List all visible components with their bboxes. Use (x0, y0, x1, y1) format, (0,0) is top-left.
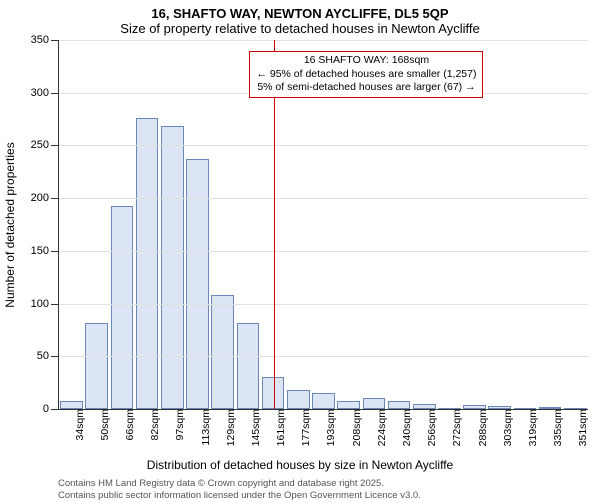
bar-slot: 34sqm (59, 40, 84, 409)
bar-slot: 97sqm (160, 40, 185, 409)
x-tick-label: 97sqm (168, 409, 186, 441)
bar-slot: 335sqm (538, 40, 563, 409)
bar-slot: 319sqm (512, 40, 537, 409)
y-tick-label: 100 (31, 298, 59, 310)
histogram-bar (211, 295, 234, 409)
x-tick-label: 145sqm (244, 409, 262, 446)
x-tick-label: 129sqm (219, 409, 237, 446)
chart-subtitle: Size of property relative to detached ho… (0, 21, 600, 40)
histogram-bar (388, 401, 411, 409)
y-axis-label: Number of detached properties (3, 142, 17, 307)
x-tick-label: 272sqm (445, 409, 463, 446)
y-tick-label: 200 (31, 192, 59, 204)
y-tick-label: 250 (31, 139, 59, 151)
y-tick-label: 300 (31, 87, 59, 99)
histogram-bar (85, 323, 108, 409)
bar-slot: 66sqm (109, 40, 134, 409)
annotation-line-2: ← 95% of detached houses are smaller (1,… (256, 68, 476, 82)
x-tick-label: 113sqm (194, 409, 212, 446)
x-tick-label: 288sqm (471, 409, 489, 446)
annotation-line-1: 16 SHAFTO WAY: 168sqm (256, 54, 476, 68)
x-tick-label: 240sqm (395, 409, 413, 446)
y-tick-label: 50 (37, 350, 59, 362)
x-tick-label: 177sqm (294, 409, 312, 446)
x-tick-label: 34sqm (68, 409, 86, 441)
histogram-bar (337, 401, 360, 409)
chart-container: 16, SHAFTO WAY, NEWTON AYCLIFFE, DL5 5QP… (0, 0, 600, 500)
plot-area: Number of detached properties 34sqm50sqm… (58, 40, 588, 410)
annotation-line-3: 5% of semi-detached houses are larger (6… (256, 81, 476, 95)
y-tick-label: 350 (31, 34, 59, 46)
histogram-bar (136, 118, 159, 409)
x-tick-label: 193sqm (319, 409, 337, 446)
y-tick-label: 0 (43, 403, 59, 415)
x-tick-label: 335sqm (546, 409, 564, 446)
x-tick-label: 319sqm (521, 409, 539, 446)
histogram-bar (287, 390, 310, 409)
footer-line-1: Contains HM Land Registry data © Crown c… (58, 478, 600, 490)
histogram-bar (363, 398, 386, 409)
bar-slot: 82sqm (135, 40, 160, 409)
x-tick-label: 351sqm (571, 409, 589, 446)
bar-slot: 50sqm (84, 40, 109, 409)
footer-line-2: Contains public sector information licen… (58, 490, 600, 502)
x-axis-label: Distribution of detached houses by size … (0, 458, 600, 472)
marker-annotation: 16 SHAFTO WAY: 168sqm← 95% of detached h… (249, 51, 483, 98)
bar-slot: 303sqm (487, 40, 512, 409)
histogram-bar (186, 159, 209, 409)
grid-line (59, 40, 588, 41)
grid-line (59, 356, 588, 357)
grid-line (59, 145, 588, 146)
histogram-bar (237, 323, 260, 409)
x-tick-label: 224sqm (370, 409, 388, 446)
x-tick-label: 50sqm (93, 409, 111, 441)
histogram-bar (111, 206, 134, 409)
y-tick-label: 150 (31, 245, 59, 257)
x-tick-label: 161sqm (269, 409, 287, 446)
bar-slot: 351sqm (563, 40, 588, 409)
bar-slot: 113sqm (185, 40, 210, 409)
x-tick-label: 208sqm (345, 409, 363, 446)
plot: 34sqm50sqm66sqm82sqm97sqm113sqm129sqm145… (58, 40, 588, 410)
x-tick-label: 256sqm (420, 409, 438, 446)
x-tick-label: 303sqm (496, 409, 514, 446)
grid-line (59, 198, 588, 199)
bar-slot: 129sqm (210, 40, 235, 409)
grid-line (59, 251, 588, 252)
x-tick-label: 82sqm (143, 409, 161, 441)
chart-title: 16, SHAFTO WAY, NEWTON AYCLIFFE, DL5 5QP (0, 0, 600, 21)
attribution-footer: Contains HM Land Registry data © Crown c… (0, 472, 600, 503)
histogram-bar (161, 126, 184, 409)
x-tick-label: 66sqm (118, 409, 136, 441)
histogram-bar (312, 393, 335, 409)
histogram-bar (262, 377, 285, 409)
grid-line (59, 304, 588, 305)
